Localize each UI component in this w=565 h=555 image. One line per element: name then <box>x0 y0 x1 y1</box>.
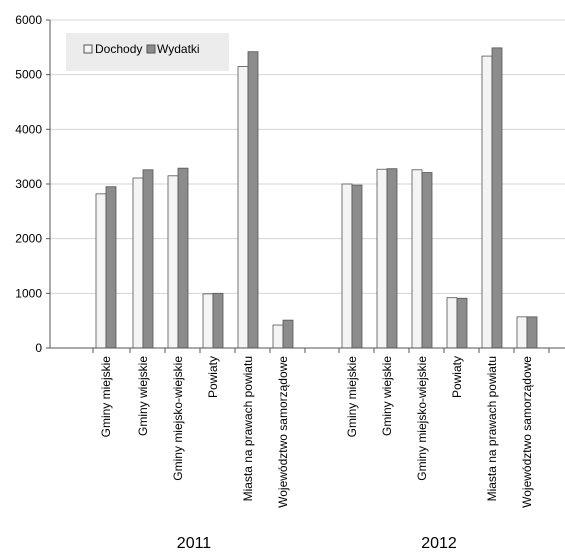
bar-2012-dochody-5 <box>516 316 528 349</box>
category-label: Miasta na prawach powiatu <box>485 356 499 501</box>
bar-2011-dochody-1 <box>132 177 144 349</box>
bar-2012-wydatki-2 <box>421 172 433 349</box>
bar-2011-wydatki-4 <box>247 51 259 349</box>
group-label-2011: 2011 <box>177 535 212 552</box>
bar-2012-wydatki-3 <box>456 297 468 349</box>
bar-2011-dochody-5 <box>272 324 284 349</box>
y-tick-label: 5000 <box>15 68 42 82</box>
bar-2011-wydatki-1 <box>142 169 154 349</box>
labels: 0 1000 2000 3000 4000 5000 6000 Gminy miejskie G… <box>15 13 534 552</box>
y-tick-label: 6000 <box>15 13 42 27</box>
bar-2011-dochody-0 <box>95 193 107 349</box>
y-tick-label: 4000 <box>15 122 42 136</box>
bars <box>95 47 538 349</box>
category-label: Gminy wiejskie <box>380 356 394 436</box>
y-tick-label: 2000 <box>15 232 42 246</box>
legend-swatch-dochody <box>83 44 93 54</box>
bar-2011-wydatki-0 <box>105 186 117 349</box>
legend-label-wydatki: Wydatki <box>157 42 200 56</box>
bar-2012-wydatki-0 <box>351 184 363 349</box>
category-label: Województwo samorządowe <box>276 356 290 508</box>
legend: Dochody Wydatki <box>66 33 229 71</box>
bar-2012-dochody-2 <box>411 169 423 349</box>
y-tick-label: 3000 <box>15 177 42 191</box>
category-label: Gminy miejskie <box>99 356 113 438</box>
bar-2011-dochody-3 <box>202 293 214 349</box>
bar-2012-dochody-4 <box>481 55 493 349</box>
legend-label-dochody: Dochody <box>95 42 142 56</box>
category-label: Miasta na prawach powiatu <box>241 356 255 501</box>
category-label: Powiaty <box>450 356 464 398</box>
y-tick-label: 0 <box>35 341 42 355</box>
bar-2011-wydatki-5 <box>282 319 294 349</box>
bar-2012-dochody-1 <box>376 168 388 349</box>
category-label: Gminy miejsko-wiejskie <box>415 356 429 481</box>
category-label: Gminy wiejskie <box>136 356 150 436</box>
group-label-2012: 2012 <box>421 535 457 552</box>
legend-swatch-wydatki <box>146 44 156 54</box>
bar-2011-dochody-4 <box>237 66 249 349</box>
bar-2011-dochody-2 <box>167 175 179 349</box>
bar-2012-wydatki-4 <box>491 47 503 349</box>
category-label: Gminy miejsko-wiejskie <box>171 356 185 481</box>
bar-2012-wydatki-5 <box>526 316 538 349</box>
category-label: Województwo samorządowe <box>520 356 534 508</box>
category-label: Gminy miejskie <box>345 356 359 438</box>
bar-2012-dochody-3 <box>446 297 458 349</box>
bar-2012-wydatki-1 <box>386 168 398 349</box>
bar-2011-wydatki-2 <box>177 167 189 349</box>
y-tick-label: 1000 <box>15 286 42 300</box>
category-label: Powiaty <box>206 356 220 398</box>
bar-2012-dochody-0 <box>341 183 353 349</box>
axes <box>46 19 565 353</box>
bar-2011-wydatki-3 <box>212 292 224 349</box>
